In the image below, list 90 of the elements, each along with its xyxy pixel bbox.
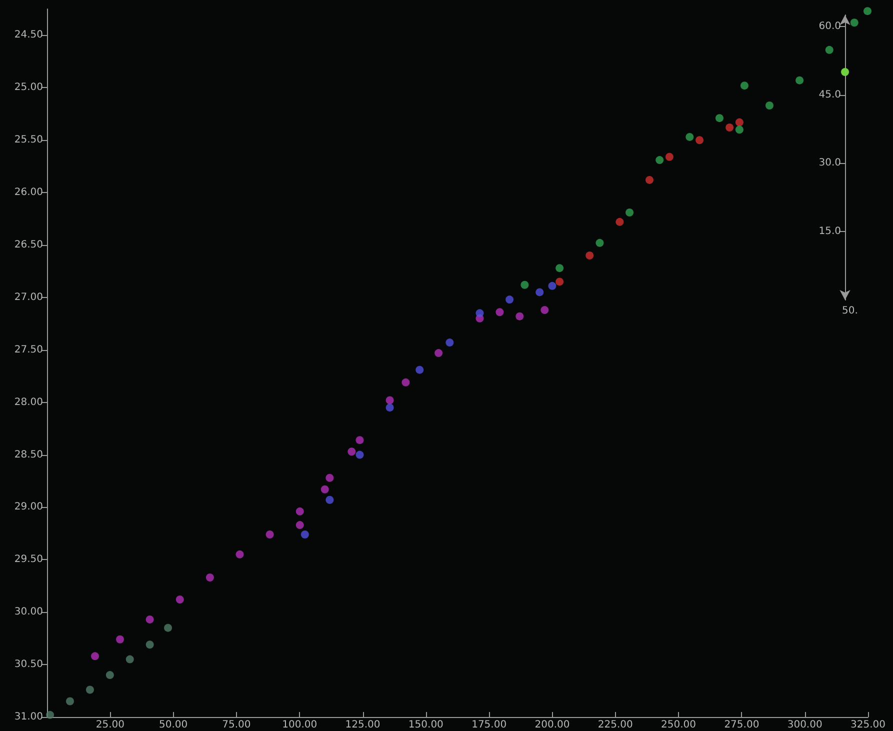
point [735, 126, 744, 134]
point [386, 404, 394, 412]
x-tick-label: 300.00 [787, 720, 822, 730]
x-tick-label: 50.00 [158, 720, 188, 730]
point [116, 635, 124, 644]
point [540, 306, 549, 314]
y-tick-label: 26.50 [14, 240, 43, 250]
point [715, 114, 724, 122]
point [66, 697, 74, 706]
point [300, 530, 309, 538]
point [206, 574, 214, 582]
point [616, 218, 624, 226]
point [296, 507, 304, 516]
point [735, 118, 744, 126]
point [266, 530, 274, 538]
y-tick-label: 28.00 [14, 396, 43, 408]
point [434, 349, 443, 358]
point [864, 7, 872, 16]
y-tick-label: 26.00 [14, 187, 43, 198]
point [520, 280, 529, 289]
y2-tick-label: 15.0 [818, 226, 841, 238]
point [536, 288, 544, 296]
x-tick-label: 175.00 [472, 720, 507, 730]
x-tick-label: 100.00 [282, 720, 318, 730]
x-tick-label: 25.00 [96, 720, 124, 730]
point [106, 671, 114, 680]
x-tick-label: 125.00 [345, 720, 380, 730]
point [356, 450, 364, 459]
point [556, 278, 564, 286]
x-tick-label: 150.00 [408, 720, 444, 730]
point [796, 76, 804, 84]
point [236, 550, 244, 558]
point [86, 686, 94, 694]
point [126, 655, 134, 664]
point [696, 136, 704, 144]
point [686, 132, 694, 141]
x-tick-label: 200.00 [534, 720, 570, 730]
point [506, 296, 514, 304]
point [656, 156, 664, 164]
point [596, 238, 604, 247]
x-tick-label: 250.00 [661, 720, 696, 730]
y-tick-label: 31.00 [14, 712, 43, 722]
point [146, 615, 154, 624]
point [91, 652, 99, 660]
y-tick-label: 27.50 [14, 344, 43, 356]
y-tick-label: 24.50 [14, 30, 43, 41]
point [626, 208, 634, 216]
y-tick-label: 29.50 [14, 554, 43, 566]
x-tick-label: 225.00 [598, 720, 633, 730]
point [386, 396, 394, 404]
point [146, 640, 154, 649]
y2-tick-label: 60.0 [818, 20, 841, 32]
point [850, 18, 858, 27]
point [548, 282, 556, 290]
point [46, 710, 54, 719]
point [586, 251, 594, 260]
y-tick-label: 30.50 [14, 659, 43, 670]
x-tick-label: 75.00 [222, 720, 251, 730]
point [740, 82, 748, 90]
point [476, 309, 484, 318]
point [402, 378, 410, 386]
point [326, 474, 334, 482]
annotation: 50. [842, 306, 858, 316]
point [356, 436, 364, 444]
y2-tick-label: 30.0 [818, 158, 841, 169]
y-tick-label: 25.50 [14, 134, 43, 146]
y-tick-label: 27.00 [14, 292, 43, 303]
point [726, 124, 734, 132]
point [176, 596, 184, 604]
y-tick-label: 25.00 [14, 82, 43, 94]
y-tick-label: 30.00 [14, 606, 43, 618]
point [164, 624, 172, 632]
point [320, 485, 329, 494]
point [645, 176, 654, 184]
point [348, 448, 356, 456]
point [496, 308, 504, 316]
y-tick-label: 28.50 [14, 449, 43, 460]
point [446, 338, 454, 347]
point [825, 46, 834, 54]
point [665, 152, 674, 161]
point [765, 102, 774, 110]
x-tick-label: 275.00 [724, 720, 760, 730]
y-tick-label: 29.00 [14, 502, 43, 513]
point [296, 521, 304, 530]
point [326, 496, 334, 504]
y2-tick-label: 45.0 [818, 89, 841, 100]
point [556, 264, 564, 272]
point [516, 312, 524, 320]
x-tick-label: 325.00 [850, 720, 886, 730]
point [416, 366, 424, 374]
